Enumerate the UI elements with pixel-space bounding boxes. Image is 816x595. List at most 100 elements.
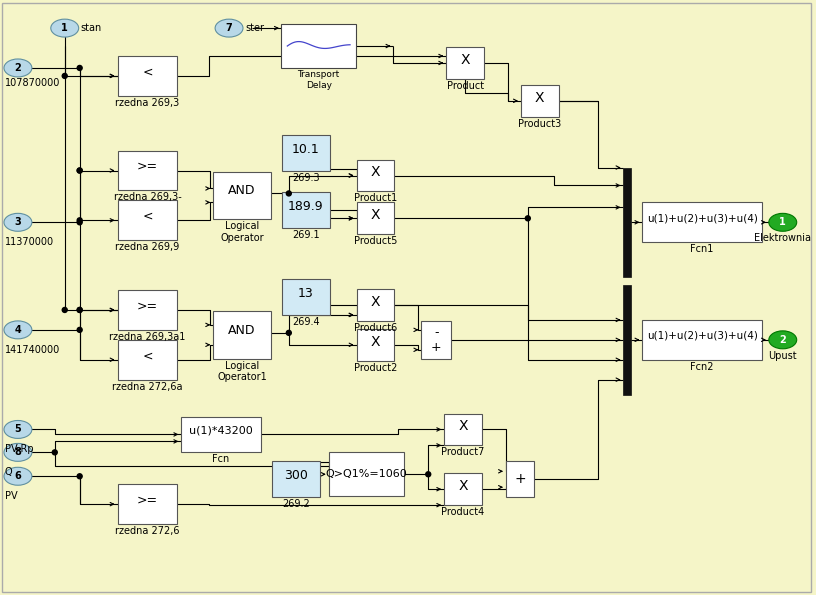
FancyBboxPatch shape: [282, 24, 356, 68]
Text: >=: >=: [137, 299, 158, 312]
Text: 3: 3: [15, 217, 21, 227]
Text: Product5: Product5: [354, 236, 397, 246]
FancyBboxPatch shape: [282, 134, 330, 171]
FancyBboxPatch shape: [213, 311, 271, 359]
Text: 11370000: 11370000: [5, 237, 54, 248]
Text: rzedna 272,6a: rzedna 272,6a: [112, 381, 183, 392]
Text: Elektrownia: Elektrownia: [754, 233, 811, 243]
Text: ster: ster: [245, 23, 264, 33]
FancyBboxPatch shape: [118, 56, 177, 96]
FancyBboxPatch shape: [444, 473, 482, 505]
Text: X: X: [370, 208, 380, 222]
FancyBboxPatch shape: [421, 321, 451, 359]
FancyBboxPatch shape: [213, 171, 271, 220]
Text: u(1)+u(2)+u(3)+u(4): u(1)+u(2)+u(3)+u(4): [646, 214, 757, 223]
Circle shape: [286, 191, 291, 196]
Circle shape: [78, 220, 82, 225]
Text: 300: 300: [284, 469, 308, 482]
Text: 269.2: 269.2: [282, 499, 309, 509]
Circle shape: [78, 218, 82, 223]
Text: -
+: - +: [431, 326, 441, 354]
Text: X: X: [370, 334, 380, 349]
FancyBboxPatch shape: [642, 202, 762, 242]
Text: 269.3: 269.3: [292, 173, 320, 183]
Text: AND: AND: [228, 184, 255, 197]
Circle shape: [78, 327, 82, 333]
FancyBboxPatch shape: [118, 484, 177, 524]
Text: Q>Q1%=1060: Q>Q1%=1060: [326, 469, 407, 479]
Text: Product: Product: [446, 81, 484, 91]
FancyBboxPatch shape: [521, 85, 559, 117]
Text: PV-Rp: PV-Rp: [5, 444, 33, 455]
Text: Product3: Product3: [518, 119, 561, 129]
Text: rzedna 269,9: rzedna 269,9: [115, 242, 180, 252]
Ellipse shape: [769, 214, 796, 231]
Text: Transport
Delay: Transport Delay: [298, 70, 339, 90]
Text: <: <: [142, 349, 153, 362]
Ellipse shape: [4, 59, 32, 77]
Text: Logical
Operator1: Logical Operator1: [217, 361, 267, 383]
Text: Product7: Product7: [441, 447, 485, 458]
Text: 189.9: 189.9: [288, 201, 324, 213]
Circle shape: [78, 168, 82, 173]
Text: 7: 7: [226, 23, 233, 33]
Ellipse shape: [51, 19, 78, 37]
FancyBboxPatch shape: [118, 151, 177, 190]
Text: u(1)*43200: u(1)*43200: [189, 426, 253, 436]
Text: 2: 2: [15, 63, 21, 73]
Text: Product2: Product2: [354, 363, 397, 372]
Circle shape: [78, 308, 82, 312]
Circle shape: [52, 450, 57, 455]
Text: Product1: Product1: [354, 193, 397, 203]
FancyBboxPatch shape: [2, 3, 810, 592]
Text: rzedna 269,3-: rzedna 269,3-: [113, 192, 181, 202]
Text: X: X: [370, 165, 380, 179]
Text: 10.1: 10.1: [292, 143, 320, 155]
FancyBboxPatch shape: [446, 47, 484, 79]
Text: rzedna 269,3a1: rzedna 269,3a1: [109, 332, 185, 342]
Circle shape: [526, 216, 530, 221]
Circle shape: [286, 330, 291, 336]
Text: +: +: [514, 472, 526, 486]
Text: 5: 5: [15, 424, 21, 434]
Text: Q: Q: [5, 467, 12, 477]
Text: X: X: [370, 295, 380, 309]
Text: Product4: Product4: [441, 507, 485, 517]
Text: Upust: Upust: [769, 351, 797, 361]
FancyBboxPatch shape: [623, 285, 632, 394]
Text: PV: PV: [5, 491, 18, 501]
Text: 269.4: 269.4: [292, 317, 320, 327]
FancyBboxPatch shape: [506, 461, 534, 497]
Circle shape: [78, 308, 82, 312]
Text: X: X: [459, 479, 468, 493]
Text: 1: 1: [61, 23, 68, 33]
Text: 269.1: 269.1: [292, 230, 320, 240]
FancyBboxPatch shape: [282, 279, 330, 315]
Text: Product6: Product6: [354, 323, 397, 333]
Text: X: X: [460, 53, 470, 67]
Circle shape: [78, 168, 82, 173]
Text: 2: 2: [779, 335, 786, 345]
Text: AND: AND: [228, 324, 255, 337]
Text: X: X: [459, 419, 468, 433]
Text: Fcn1: Fcn1: [690, 244, 714, 254]
Ellipse shape: [4, 321, 32, 339]
FancyBboxPatch shape: [357, 159, 394, 192]
Text: >=: >=: [137, 160, 158, 173]
Ellipse shape: [769, 331, 796, 349]
FancyBboxPatch shape: [357, 289, 394, 321]
Circle shape: [426, 472, 431, 477]
FancyBboxPatch shape: [118, 290, 177, 330]
Text: 6: 6: [15, 471, 21, 481]
FancyBboxPatch shape: [623, 168, 632, 277]
FancyBboxPatch shape: [329, 452, 405, 496]
Circle shape: [78, 65, 82, 70]
Text: 107870000: 107870000: [5, 78, 60, 88]
Text: Fcn2: Fcn2: [690, 362, 714, 372]
Text: 1: 1: [779, 217, 786, 227]
FancyBboxPatch shape: [118, 201, 177, 240]
Circle shape: [78, 474, 82, 479]
Text: stan: stan: [81, 23, 102, 33]
Text: 141740000: 141740000: [5, 345, 60, 355]
Text: Logical
Operator: Logical Operator: [220, 221, 264, 243]
